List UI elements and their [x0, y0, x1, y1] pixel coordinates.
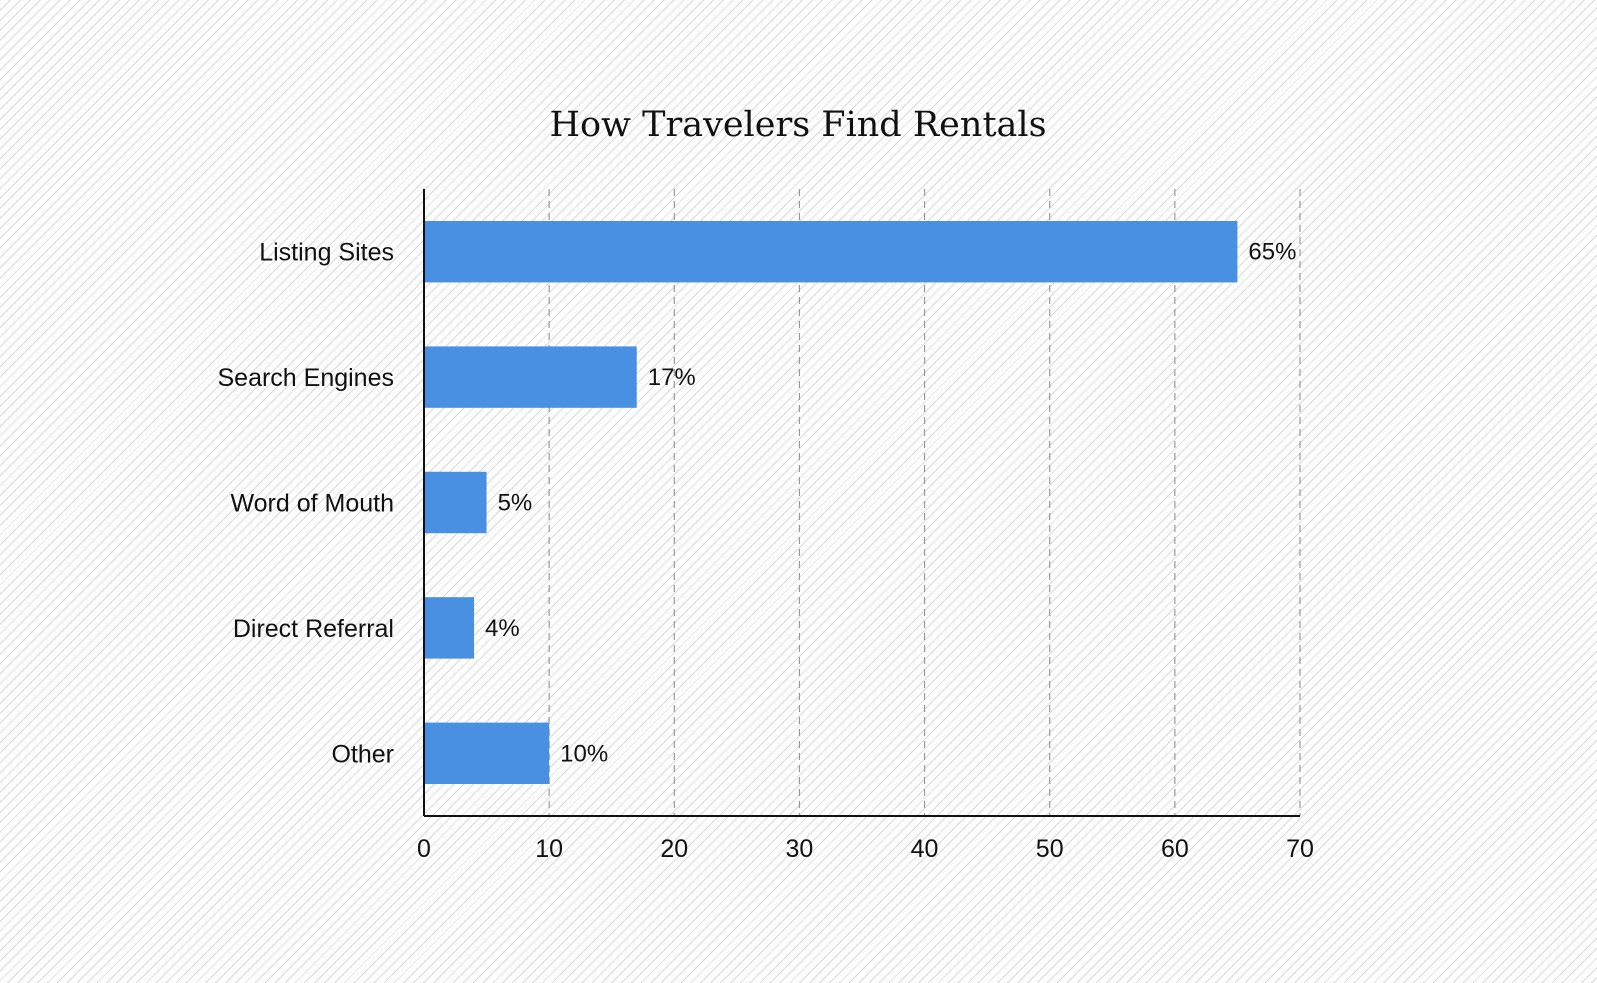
- x-tick-label: 0: [417, 835, 431, 863]
- chart-title: How Travelers Find Rentals: [549, 105, 1046, 145]
- bar-direct-referral: [424, 597, 475, 659]
- data-label: 10%: [560, 740, 608, 767]
- bar-search-engines: [424, 346, 637, 408]
- data-label: 65%: [1248, 239, 1296, 266]
- gridlines: [548, 189, 1301, 816]
- bar-other: [424, 722, 550, 785]
- data-label: 4%: [485, 615, 520, 642]
- x-tick-label: 70: [1286, 835, 1314, 863]
- bar-word-of-mouth: [424, 471, 487, 534]
- x-tick-label: 50: [1036, 835, 1064, 863]
- category-label: Listing Sites: [259, 239, 394, 267]
- category-label: Direct Referral: [233, 615, 394, 643]
- x-tick-label: 30: [786, 835, 814, 863]
- x-tick-label: 20: [660, 835, 688, 863]
- x-tick-label: 10: [535, 835, 563, 863]
- category-label: Other: [331, 740, 394, 768]
- category-label: Search Engines: [217, 364, 394, 392]
- data-label: 17%: [648, 364, 696, 391]
- data-label: 5%: [498, 490, 533, 517]
- axes: [423, 189, 1300, 817]
- x-tick-label: 40: [911, 835, 939, 863]
- bar-listing-sites: [424, 220, 1238, 283]
- labels: 0 10 20 30 40 50 60 70 Listing Sites 65% Search En…: [217, 239, 1313, 863]
- bars: [424, 220, 1238, 785]
- x-tick-label: 60: [1161, 835, 1189, 863]
- category-label: Word of Mouth: [230, 490, 394, 518]
